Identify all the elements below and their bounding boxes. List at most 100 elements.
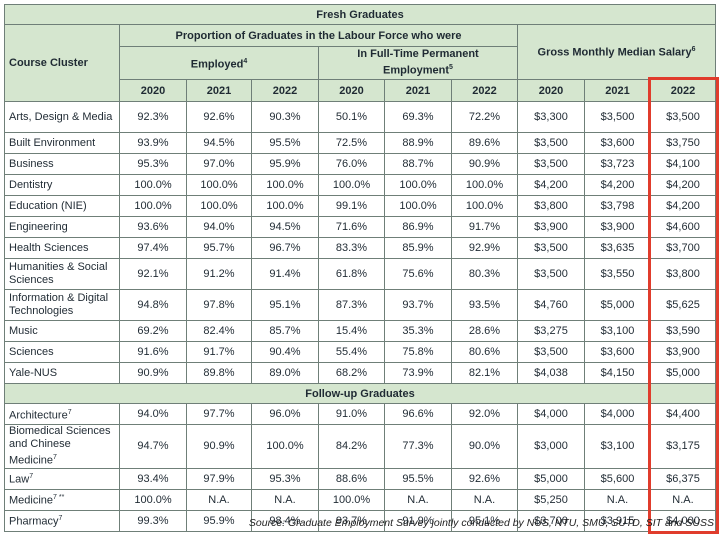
percentage-cell: 100.0% (251, 174, 319, 196)
percentage-cell: 95.7% (186, 237, 252, 259)
percentage-cell: 80.3% (451, 258, 518, 290)
salary-cell: $4,600 (649, 216, 717, 238)
percentage-cell: 96.0% (251, 403, 319, 425)
percentage-cell: 72.2% (451, 101, 518, 133)
percentage-cell: 92.6% (186, 101, 252, 133)
percentage-cell: 77.3% (384, 424, 452, 469)
percentage-cell: 100.0% (119, 488, 187, 511)
percentage-cell: 73.9% (384, 362, 452, 384)
percentage-cell: 91.7% (451, 216, 518, 238)
percentage-cell: N.A. (384, 488, 452, 511)
salary-cell: $3,900 (517, 216, 585, 238)
salary-cell: $4,100 (649, 153, 717, 175)
table-row: Business 95.3% 97.0% 95.9% 76.0% 88.7% 90.9% $3… (4, 153, 717, 175)
percentage-cell: 61.8% (318, 258, 385, 290)
salary-cell: $3,500 (517, 153, 585, 175)
salary-cell: $3,590 (649, 320, 717, 342)
percentage-cell: 96.7% (251, 237, 319, 259)
percentage-cell: 92.9% (451, 237, 518, 259)
percentage-cell: 90.3% (251, 101, 319, 133)
percentage-cell: 94.8% (119, 289, 187, 321)
table-row: Pharmacy7 99.3% 95.9% 98.4% 93.7% 91.9% 95.1% $… (4, 509, 717, 532)
percentage-cell: 100.0% (186, 174, 252, 196)
percentage-cell: 96.6% (384, 403, 452, 425)
salary-cell: $4,000 (517, 403, 585, 425)
table-row: Engineering 93.6% 94.0% 94.5% 71.6% 86.9% 91.7… (4, 216, 717, 238)
percentage-cell: 100.0% (186, 195, 252, 217)
percentage-cell: N.A. (451, 488, 518, 511)
year-header: 2020 (517, 79, 585, 102)
salary-cell: $3,800 (649, 258, 717, 290)
percentage-cell: 83.3% (318, 237, 385, 259)
course-cluster-header: Course Cluster (4, 24, 120, 102)
year-header: 2021 (584, 79, 651, 102)
percentage-cell: 94.0% (119, 403, 187, 425)
course-name-cell: Music (4, 320, 120, 342)
salary-cell: $3,798 (584, 195, 651, 217)
salary-cell: $3,175 (649, 424, 717, 469)
course-name-cell: Biomedical Sciences and Chinese Medicine… (4, 424, 120, 469)
percentage-cell: 94.0% (186, 216, 252, 238)
percentage-cell: 91.7% (186, 341, 252, 363)
salary-cell: $4,200 (649, 195, 717, 217)
percentage-cell: 71.6% (318, 216, 385, 238)
percentage-cell: 75.6% (384, 258, 452, 290)
salary-cell: $4,400 (649, 403, 717, 425)
percentage-cell: 97.8% (186, 289, 252, 321)
percentage-cell: 95.9% (186, 509, 252, 532)
table-row: Music 69.2% 82.4% 85.7% 15.4% 35.3% 28.6% $3,27… (4, 320, 717, 342)
course-name-cell: Humanities & Social Sciences (4, 258, 120, 290)
salary-cell: $5,000 (517, 467, 585, 490)
year-header: 2022 (451, 79, 518, 102)
footnote-marker: 7 ** (53, 494, 65, 502)
percentage-cell: 100.0% (119, 174, 187, 196)
table-row: Humanities & Social Sciences 92.1% 91.2% 91… (4, 258, 717, 290)
salary-cell: $3,900 (649, 341, 717, 363)
salary-cell: $4,150 (584, 362, 651, 384)
course-name-cell: Health Sciences (4, 237, 120, 259)
course-name-cell: Business (4, 153, 120, 175)
salary-header: Gross Monthly Median Salary6 (516, 24, 717, 80)
salary-cell: $3,500 (584, 101, 651, 133)
percentage-cell: 88.6% (318, 467, 385, 490)
salary-cell: N.A. (649, 488, 717, 511)
percentage-cell: 69.2% (119, 320, 187, 342)
salary-cell: N.A. (584, 488, 651, 511)
source-note: Source: Graduate Employment Survey joint… (248, 517, 714, 529)
salary-cell: $5,600 (584, 467, 651, 490)
salary-cell: $3,100 (584, 424, 651, 469)
course-name-cell: Yale-NUS (4, 362, 120, 384)
salary-cell: $4,038 (517, 362, 585, 384)
salary-cell: $3,915 (584, 509, 651, 532)
percentage-cell: 94.5% (186, 132, 252, 154)
table-row: Education (NIE) 100.0% 100.0% 100.0% 99.1% 10… (4, 195, 717, 217)
proportion-group-header: Proportion of Graduates in the Labour Fo… (119, 24, 518, 47)
percentage-cell: 90.0% (451, 424, 518, 469)
table-row: Medicine7 ** 100.0% N.A. N.A. 100.0% N.A. N.A.… (4, 488, 717, 511)
percentage-cell: 80.6% (451, 341, 518, 363)
percentage-cell: 85.9% (384, 237, 452, 259)
followup-section-row: Follow-up Graduates (3, 383, 717, 404)
year-header: 2022 (649, 79, 717, 102)
salary-cell: $3,900 (584, 216, 651, 238)
salary-cell: $3,500 (517, 341, 585, 363)
percentage-cell: 100.0% (384, 174, 452, 196)
salary-cell: $5,625 (649, 289, 717, 321)
salary-cell: $4,200 (517, 174, 585, 196)
percentage-cell: 95.3% (119, 153, 187, 175)
course-name-cell: Pharmacy7 (4, 509, 120, 532)
percentage-cell: 97.4% (119, 237, 187, 259)
percentage-cell: 92.1% (119, 258, 187, 290)
percentage-cell: 89.8% (186, 362, 252, 384)
percentage-cell: 93.7% (318, 509, 385, 532)
percentage-cell: 100.0% (318, 174, 385, 196)
percentage-cell: 90.9% (119, 362, 187, 384)
percentage-cell: 100.0% (384, 195, 452, 217)
percentage-cell: 100.0% (119, 195, 187, 217)
course-name-cell: Dentistry (4, 174, 120, 196)
footnote-marker: 7 (53, 454, 57, 461)
year-header: 2022 (251, 79, 319, 102)
percentage-cell: 93.4% (119, 467, 187, 490)
percentage-cell: 100.0% (318, 488, 385, 511)
percentage-cell: 93.7% (384, 289, 452, 321)
